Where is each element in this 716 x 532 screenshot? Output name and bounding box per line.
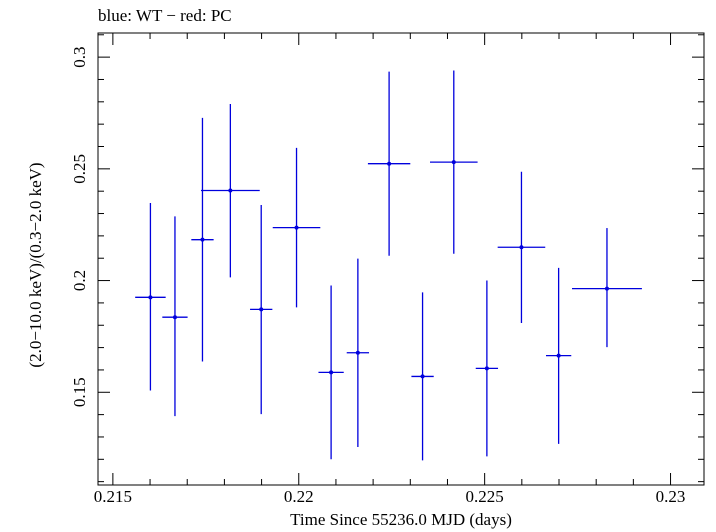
data-points [135,70,642,461]
data-point [545,267,572,444]
data-point [497,171,546,324]
data-point [346,258,370,448]
data-point [135,203,166,391]
data-marker [200,237,205,242]
tick-labels: 0.215 0.22 0.225 0.23 0.15 0.2 0.25 0.3 [70,47,685,506]
plot-frame [97,32,705,486]
data-marker [420,374,425,379]
data-marker [148,295,153,300]
x-tick-label: 0.215 [94,487,132,506]
data-marker [329,370,334,375]
y-tick-label: 0.25 [70,154,89,184]
data-point [200,104,260,278]
data-point [411,292,434,461]
data-point [162,216,188,417]
data-point [572,228,642,348]
data-point [272,147,321,308]
y-axis-label: (2.0−10.0 keV)/(0.3−2.0 keV) [26,162,45,368]
data-point [475,280,499,457]
data-marker [604,286,609,291]
x-axis-label: Time Since 55236.0 MJD (days) [290,510,512,529]
data-marker [387,161,392,166]
data-marker [259,307,264,312]
x-tick-label: 0.22 [284,487,314,506]
y-tick-label: 0.15 [70,377,89,407]
x-tick-label: 0.23 [656,487,686,506]
x-tick-label: 0.225 [466,487,504,506]
data-marker [519,245,524,250]
data-marker [556,353,561,358]
data-marker [294,225,299,230]
data-point [367,71,411,256]
data-marker [172,315,177,320]
data-marker [484,366,489,371]
data-point [429,70,478,254]
minor-ticks [98,33,704,485]
data-point [250,205,273,415]
data-marker [228,188,233,193]
y-tick-label: 0.2 [70,270,89,291]
y-tick-label: 0.3 [70,47,89,68]
data-point [318,285,344,460]
data-point [191,117,214,362]
major-ticks [98,33,704,485]
data-marker [355,350,360,355]
chart-title: blue: WT − red: PC [98,6,232,25]
data-marker [451,160,456,165]
